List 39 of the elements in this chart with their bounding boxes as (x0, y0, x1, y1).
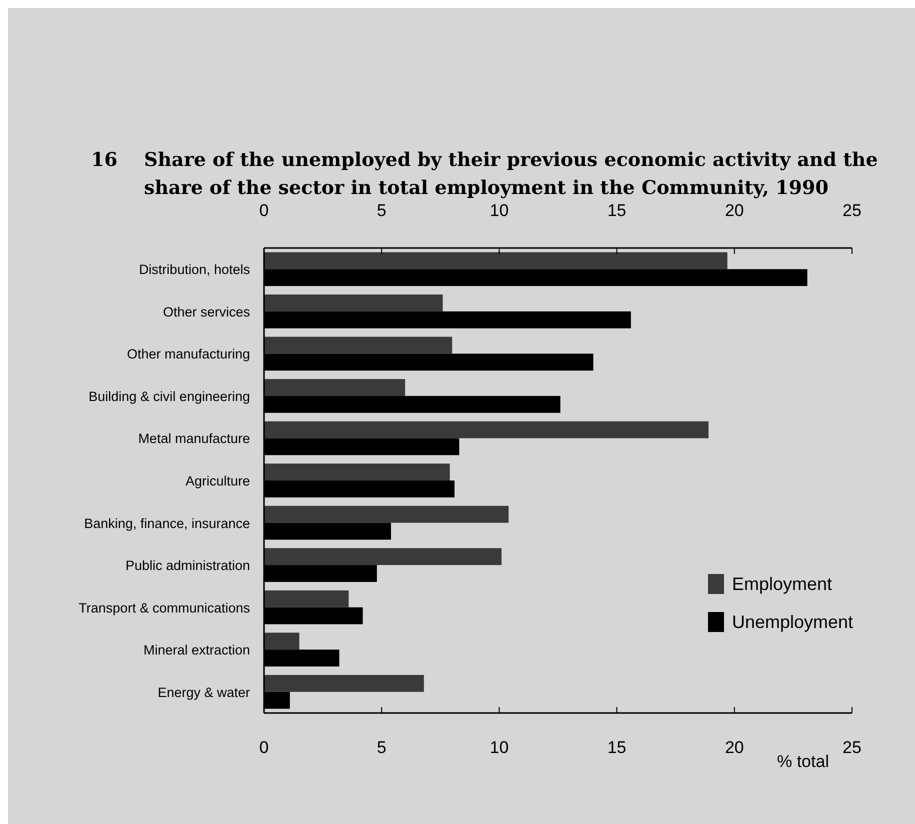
x2-tick-label: 5 (376, 201, 386, 220)
y-tick-label: Public administration (125, 558, 250, 574)
y-tick-label: Energy & water (158, 684, 250, 700)
y-tick-label: Agriculture (185, 474, 250, 488)
bar (264, 464, 450, 480)
bar (264, 632, 300, 650)
y-tick-label: Transport & communications (78, 600, 250, 616)
bar (264, 336, 452, 354)
x2-tick-label: 25 (842, 201, 862, 220)
x2-tick-label: 15 (607, 201, 626, 220)
x2-tick-label: 20 (724, 201, 744, 220)
bar (264, 506, 509, 523)
x-tick-label: 0 (259, 738, 269, 757)
y-tick-label: Other manufacturing (126, 346, 250, 362)
x-tick-label: 25 (842, 738, 862, 757)
x2-tick-label: 10 (490, 201, 509, 220)
chart-title: Share of the unemployed by their previous economic activity and the share of the sector in total employment in the Community, 1990 (144, 149, 878, 199)
x-tick-label: 15 (607, 738, 626, 757)
bar (264, 421, 709, 438)
bar (264, 379, 406, 396)
y-tick-label: Building & civil engineering (88, 388, 250, 404)
legend-label: Employment (732, 574, 832, 594)
y-tick-label: Banking, finance, insurance (84, 516, 250, 531)
x-axis-title: % total (777, 752, 829, 771)
bar (264, 674, 424, 692)
y-tick-label: Metal manufacture (138, 431, 250, 446)
legend-label: Unemployment (732, 612, 854, 632)
x-tick-label: 10 (490, 738, 509, 757)
bar (264, 252, 728, 270)
x-tick-label: 20 (724, 738, 744, 757)
bar (264, 548, 502, 566)
y-tick-label: Other services (162, 304, 250, 320)
text: 16 (91, 149, 118, 171)
bar (264, 294, 443, 312)
bar (264, 590, 349, 608)
y-tick-label: Mineral extraction (143, 642, 250, 658)
x2-tick-label: 0 (259, 201, 269, 220)
x-tick-label: 5 (376, 738, 386, 757)
y-tick-label: Distribution, hotels (138, 262, 250, 278)
